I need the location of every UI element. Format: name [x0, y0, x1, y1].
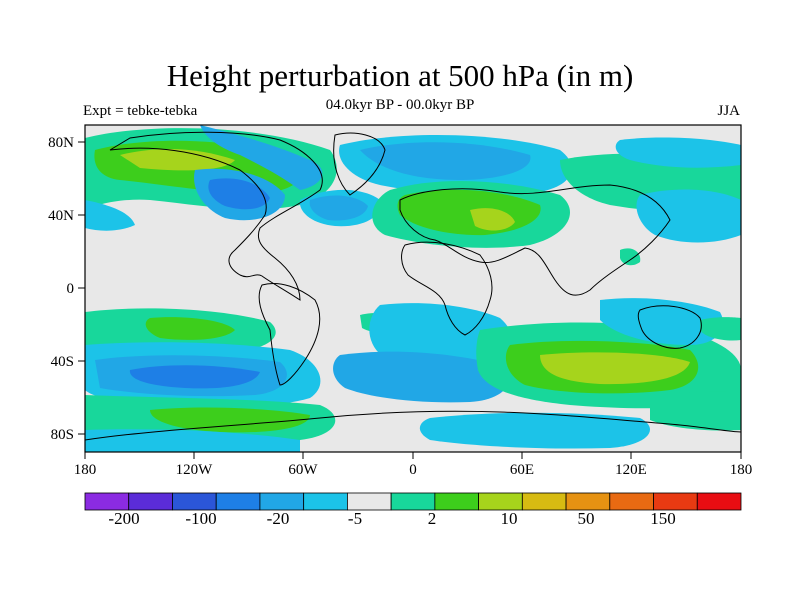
neg-region-antarctica-east — [419, 412, 650, 449]
pos-strong-caspian — [470, 208, 515, 231]
colorbar-box — [346, 492, 392, 511]
neg-region-east-arctic — [615, 137, 741, 168]
lat-tick-0: 0 — [67, 281, 75, 297]
australia-outline — [637, 305, 702, 349]
colorbar-box — [521, 492, 567, 511]
neg-region-japan — [636, 189, 741, 243]
pos-region-philippines — [620, 248, 641, 266]
lat-tick-40s: 40S — [51, 354, 74, 370]
pos-strong-indian-ocean — [540, 352, 690, 385]
colorbar-box — [565, 492, 611, 511]
pos-region-coral-sea — [700, 317, 741, 341]
colorbar-label-150: 150 — [650, 509, 676, 528]
lon-tick-180w: 180 — [74, 462, 97, 478]
experiment-label: Expt = tebke-tebka — [83, 103, 198, 119]
colorbar-box — [84, 492, 130, 511]
lon-tick-marks — [84, 452, 742, 459]
season-label: JJA — [717, 103, 740, 119]
neg-mid-atlantic — [309, 195, 368, 221]
lon-tick-120w: 120W — [176, 462, 214, 478]
south-america-outline — [258, 283, 321, 386]
neg-strong-hudson — [208, 178, 270, 210]
lat-tick-40n: 40N — [48, 208, 74, 224]
lon-tick-180e: 180 — [730, 462, 753, 478]
colorbar-label-neg100: -100 — [185, 509, 216, 528]
colorbar-box — [303, 492, 348, 511]
neg-region-north-pacific — [85, 200, 135, 231]
neg-region-greenland-north — [200, 125, 323, 190]
pos-mid-southern-ocean — [150, 407, 310, 433]
neg-region-antarctica-west — [85, 429, 300, 452]
colorbar-label-50: 50 — [578, 509, 595, 528]
colorbar-label-10: 10 — [501, 509, 518, 528]
height-field — [85, 125, 741, 452]
greenland-outline — [333, 132, 386, 196]
lat-tick-marks — [78, 141, 85, 435]
neg-strong-south-pacific — [129, 365, 260, 389]
neg-region-australia — [600, 298, 724, 345]
colorbar-labels: -200 -100 -20 -5 2 10 50 150 — [108, 509, 675, 528]
plot-title: Height perturbation at 500 hPa (in m) — [166, 58, 634, 93]
colorbar-box — [478, 492, 523, 511]
colorbar-label-neg5: -5 — [348, 509, 362, 528]
colorbar-label-neg200: -200 — [108, 509, 139, 528]
lon-tick-labels: 180 120W 60W 0 60E 120E 180 — [74, 462, 753, 478]
colorbar-label-neg20: -20 — [267, 509, 290, 528]
colorbar-box — [390, 492, 436, 511]
lon-tick-60w: 60W — [288, 462, 318, 478]
lon-tick-120e: 120E — [615, 462, 647, 478]
pos-region-tasman — [650, 391, 741, 431]
lat-tick-80s: 80S — [51, 427, 74, 443]
eurasia-outline — [399, 184, 671, 296]
colorbar-box — [215, 492, 261, 511]
africa-outline — [401, 241, 493, 336]
north-america-outline — [109, 131, 323, 301]
lon-tick-0: 0 — [409, 462, 417, 478]
colorbar — [84, 492, 742, 511]
colorbar-label-2: 2 — [428, 509, 437, 528]
colorbar-box — [609, 492, 654, 511]
colorbar-box — [696, 492, 742, 511]
colorbar-box — [172, 492, 217, 511]
colorbar-box — [434, 492, 479, 511]
pos-mid-south-pacific — [145, 317, 235, 340]
colorbar-box — [259, 492, 305, 511]
pos-strong-canada — [120, 148, 235, 171]
neg-mid-arctic — [360, 142, 531, 180]
period-label: 04.0kyr BP - 00.0kyr BP — [325, 97, 475, 113]
lon-tick-60e: 60E — [510, 462, 534, 478]
antarctica-outline — [85, 410, 741, 441]
lat-tick-labels: 80N 40N 0 40S 80S — [48, 135, 74, 443]
colorbar-box — [653, 492, 698, 511]
colorbar-box — [128, 492, 173, 511]
coastlines — [85, 131, 741, 441]
neg-mid-south-atlantic — [333, 351, 509, 403]
lat-tick-80n: 80N — [48, 135, 74, 151]
